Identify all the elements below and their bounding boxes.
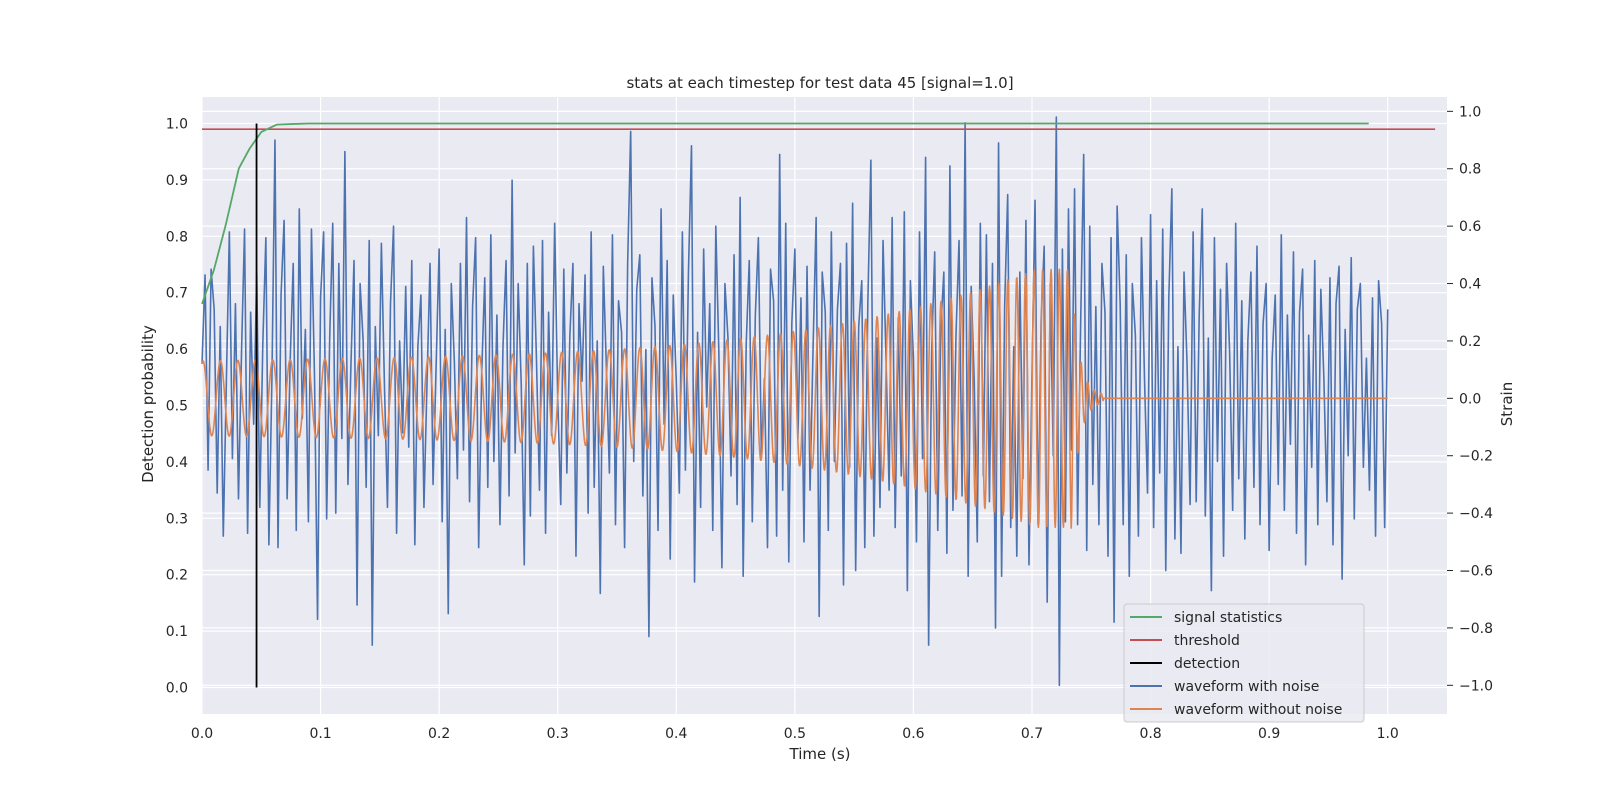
x-tick-label: 0.3: [547, 726, 569, 742]
series-waveform-with-noise: [201, 116, 1389, 687]
chart-title: stats at each timestep for test data 45 …: [626, 74, 1013, 92]
y-tick-label: 0.8: [166, 229, 188, 245]
y-tick-label: 1.0: [166, 117, 188, 133]
legend-box: [1123, 603, 1365, 723]
y-tick-label: 0.1: [166, 624, 188, 640]
y-tick-label: 0.9: [166, 173, 188, 189]
x-tick-label: 0.7: [1021, 726, 1043, 742]
y-tick-label: 0.4: [166, 455, 188, 471]
legend-label: signal statistics: [1174, 610, 1282, 626]
y2-axis-label: Strain: [1498, 382, 1516, 426]
x-axis: 0.0 0.1 0.2 0.3 0.4 0.5 0.6 0.7 0.8 0.9 1.0: [191, 726, 1399, 742]
y2-tick-label: 0.2: [1459, 334, 1481, 350]
x-tick-label: 0.5: [784, 726, 806, 742]
x-tick-label: 0.1: [309, 726, 331, 742]
y2-tick-label: −0.2: [1459, 449, 1493, 465]
x-tick-label: 0.9: [1258, 726, 1280, 742]
y2-tick-label: −1.0: [1459, 678, 1493, 694]
legend-label: waveform without noise: [1174, 702, 1342, 718]
legend-label: detection: [1174, 656, 1240, 672]
y2-tick-label: −0.6: [1459, 564, 1493, 580]
y2-tick-label: 0.0: [1459, 391, 1481, 407]
right-axis: −1.0 −0.8 −0.6 −0.4 −0.2 0.0 0.2 0.4 0.6 0.8 1.0: [1447, 104, 1493, 694]
y2-tick-label: 1.0: [1459, 104, 1481, 120]
y2-tick-label: 0.8: [1459, 162, 1481, 178]
x-tick-label: 0.4: [665, 726, 687, 742]
x-tick-label: 1.0: [1377, 726, 1399, 742]
legend-label: waveform with noise: [1174, 679, 1319, 695]
series-waveform-without-noise: [201, 268, 1389, 529]
y-tick-label: 0.0: [166, 680, 188, 696]
x-tick-label: 0.6: [902, 726, 924, 742]
y-tick-label: 0.6: [166, 342, 188, 358]
y2-tick-label: 0.4: [1459, 277, 1481, 293]
y-tick-label: 0.3: [166, 511, 188, 527]
series-layer: [201, 116, 1436, 688]
y-tick-label: 0.7: [166, 286, 188, 302]
x-axis-label: Time (s): [789, 745, 851, 763]
series-signal-statistics: [201, 122, 1369, 305]
y-tick-label: 0.2: [166, 568, 188, 584]
x-tick-label: 0.8: [1139, 726, 1161, 742]
y2-tick-label: 0.6: [1459, 219, 1481, 235]
x-tick-label: 0.0: [191, 726, 213, 742]
y-tick-label: 0.5: [166, 399, 188, 415]
x-tick-label: 0.2: [428, 726, 450, 742]
left-axis: 0.0 0.1 0.2 0.3 0.4 0.5 0.6 0.7 0.8 0.9 1.0: [166, 117, 188, 697]
legend: signal statistics threshold detection wavef…: [1123, 603, 1365, 723]
y-axis-label: Detection probability: [139, 325, 157, 483]
y2-tick-label: −0.8: [1459, 621, 1493, 637]
legend-label: threshold: [1174, 633, 1240, 649]
y2-tick-label: −0.4: [1459, 506, 1493, 522]
